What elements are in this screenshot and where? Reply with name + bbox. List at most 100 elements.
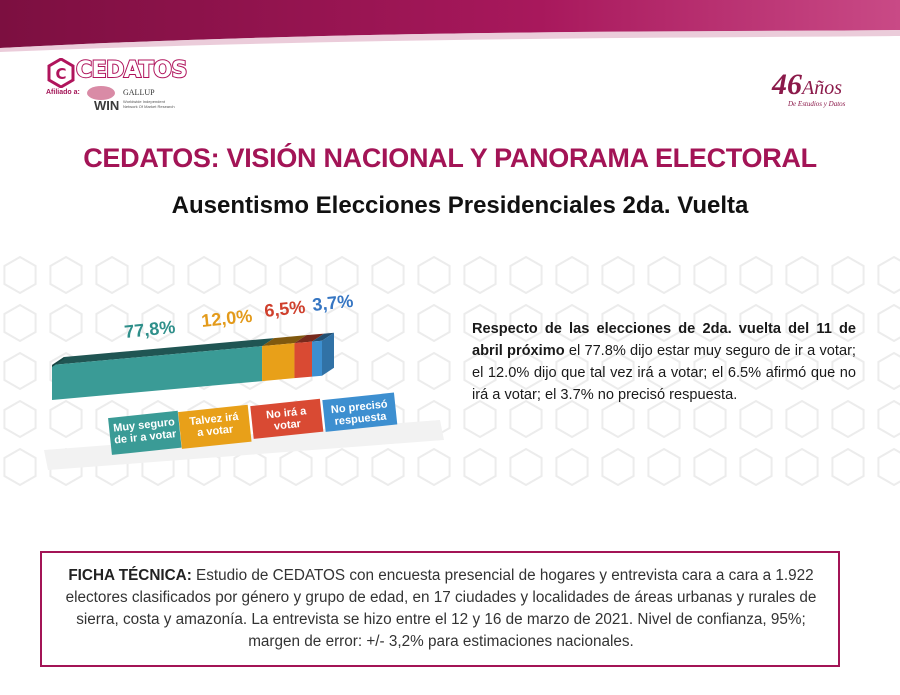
legend-label: a votar — [197, 423, 235, 439]
gallup-label: GALLUP — [123, 88, 155, 97]
legend-label: Talvez irá — [189, 411, 240, 428]
watermark-hexagon — [555, 447, 589, 487]
watermark-hexagon — [233, 447, 267, 487]
watermark-hexagon — [463, 447, 497, 487]
watermark-hexagon — [647, 447, 681, 487]
watermark-hexagon — [647, 303, 681, 343]
years-subtitle: De Estudios y Datos — [788, 100, 846, 108]
legend-label: No irá a — [266, 405, 308, 421]
watermark-hexagon — [49, 399, 83, 439]
watermark-hexagon — [601, 351, 635, 391]
ficha-tecnica-box: FICHA TÉCNICA: Estudio de CEDATOS con en… — [40, 551, 840, 667]
watermark-hexagon — [325, 303, 359, 343]
watermark-hexagon — [417, 447, 451, 487]
watermark-hexagon — [325, 447, 359, 487]
watermark-hexagon — [831, 447, 865, 487]
bar-segment — [52, 346, 263, 400]
legend-label: votar — [273, 418, 302, 433]
watermark-hexagon — [831, 399, 865, 439]
watermark-hexagon — [831, 351, 865, 391]
watermark-hexagon — [509, 303, 543, 343]
watermark-hexagon — [647, 399, 681, 439]
bar-segment — [312, 340, 322, 377]
watermark-hexagon — [371, 447, 405, 487]
watermark-hexagon — [693, 447, 727, 487]
watermark-hexagon — [647, 351, 681, 391]
watermark-hexagon — [3, 399, 37, 439]
legend-label: No precisó — [330, 398, 388, 416]
watermark-hexagon — [3, 351, 37, 391]
legend-label: respuesta — [334, 410, 388, 427]
page-subtitle: Ausentismo Elecciones Presidenciales 2da… — [171, 192, 749, 219]
bar-segment-top — [262, 335, 307, 347]
cedatos-logo: C CEDATOS Afiliado a: WIN GALLUP Worldwi… — [46, 57, 188, 120]
watermark-hexagon — [785, 303, 819, 343]
win-note: Worldwide Independent Network Of Market … — [123, 99, 175, 109]
watermark-hexagon — [785, 399, 819, 439]
watermark-hexagon — [693, 399, 727, 439]
watermark-hexagon — [509, 447, 543, 487]
watermark-hexagon — [693, 351, 727, 391]
watermark-hexagon — [785, 351, 819, 391]
bar-edge — [52, 357, 64, 367]
legend-swatch — [108, 410, 182, 455]
anniversary-badge: 46Años De Estudios y Datos — [772, 68, 882, 108]
ficha-body: Estudio de CEDATOS con encuesta presenci… — [65, 567, 817, 650]
watermark-hexagon — [49, 255, 83, 295]
bar-segment — [262, 343, 295, 382]
watermark-hexagon — [3, 303, 37, 343]
watermark-hexagon — [141, 303, 175, 343]
watermark-hexagon — [279, 447, 313, 487]
cedatos-emblem-icon: C — [47, 58, 75, 88]
watermark-hexagon — [877, 447, 900, 487]
watermark-hexagon — [877, 303, 900, 343]
description-lead: Respecto de las elecciones de 2da. vuelt… — [472, 321, 856, 359]
watermark-hexagon — [463, 303, 497, 343]
watermark-hexagon — [785, 255, 819, 295]
legend-swatch — [322, 392, 398, 432]
value-label: 12,0% — [200, 306, 253, 331]
watermark-hexagon — [463, 399, 497, 439]
svg-text:C: C — [55, 65, 66, 83]
watermark-hexagon — [877, 399, 900, 439]
watermark-hexagon — [601, 399, 635, 439]
years-number: 46 — [772, 68, 802, 101]
watermark-hexagon — [601, 255, 635, 295]
watermark-hexagon — [3, 255, 37, 295]
ficha-tecnica-text: FICHA TÉCNICA: Estudio de CEDATOS con en… — [60, 565, 822, 653]
watermark-hexagon — [555, 399, 589, 439]
legend-swatch — [250, 398, 324, 439]
watermark-hexagon — [555, 351, 589, 391]
watermark-hexagon — [371, 303, 405, 343]
watermark-hexagon — [555, 303, 589, 343]
chart-description: Respecto de las elecciones de 2da. vuelt… — [472, 318, 856, 406]
watermark-hexagon — [877, 255, 900, 295]
ficha-label: FICHA TÉCNICA: — [68, 567, 192, 584]
watermark-hexagon — [509, 399, 543, 439]
watermark-hexagon — [831, 255, 865, 295]
description-body: el 77.8% dijo estar muy seguro de ir a v… — [472, 343, 856, 403]
watermark-hexagon — [509, 351, 543, 391]
watermark-hexagon — [601, 303, 635, 343]
value-label: 3,7% — [311, 291, 354, 315]
watermark-hexagon — [693, 303, 727, 343]
watermark-hexagon — [233, 255, 267, 295]
watermark-hexagon — [417, 303, 451, 343]
affiliate-label: Afiliado a: — [46, 89, 80, 96]
watermark-hexagon — [141, 255, 175, 295]
watermark-hexagon — [371, 351, 405, 391]
watermark-hexagon — [647, 255, 681, 295]
bar-segment — [294, 341, 313, 379]
watermark-hexagon — [785, 447, 819, 487]
bar-segment-top — [312, 332, 334, 342]
chart-floor — [44, 420, 444, 470]
hexagon-watermark — [3, 255, 900, 487]
value-label: 77,8% — [123, 317, 176, 342]
watermark-hexagon — [49, 303, 83, 343]
watermark-hexagon — [739, 351, 773, 391]
